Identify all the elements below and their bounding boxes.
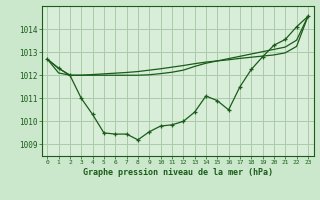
X-axis label: Graphe pression niveau de la mer (hPa): Graphe pression niveau de la mer (hPa) xyxy=(83,168,273,177)
